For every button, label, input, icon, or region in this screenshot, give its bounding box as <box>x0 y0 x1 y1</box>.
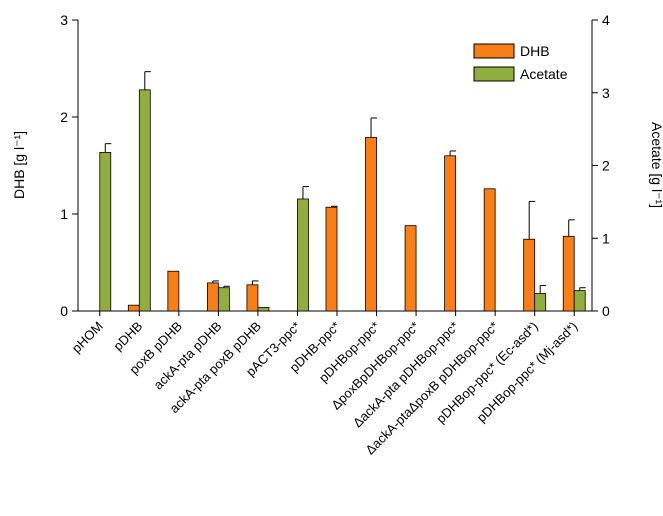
bar-dhb <box>483 188 496 312</box>
legend: DHB Acetate <box>473 43 568 82</box>
bar-dhb <box>444 155 457 312</box>
left-tick-label: 0 <box>60 303 68 319</box>
bar-acetate <box>573 290 586 312</box>
right-tick-label: 3 <box>602 85 610 101</box>
left-axis-title: DHB [g l⁻¹] <box>11 131 27 199</box>
bar-acetate <box>99 152 112 312</box>
right-axis-title: Acetate [g l⁻¹] <box>649 122 663 208</box>
legend-label-dhb: DHB <box>520 43 550 59</box>
category-label: ackA-pta pDHB <box>151 319 225 393</box>
right-tick-label: 2 <box>602 158 610 174</box>
right-tick-label: 0 <box>602 303 610 319</box>
legend-swatch-dhb <box>473 43 515 59</box>
bar-dhb <box>562 235 575 312</box>
bar-dhb <box>127 304 140 312</box>
bar-acetate <box>138 89 151 312</box>
legend-label-acetate: Acetate <box>520 66 568 82</box>
bar-acetate <box>257 306 270 312</box>
bar-dhb <box>523 238 536 312</box>
category-label: pDHB <box>110 319 145 354</box>
left-tick-label: 3 <box>60 12 68 28</box>
bar-acetate <box>534 293 547 312</box>
bar-acetate <box>297 198 309 312</box>
right-tick-label: 4 <box>602 12 610 28</box>
bar-dhb <box>404 225 417 312</box>
left-tick-label: 1 <box>60 206 68 222</box>
bar-dhb <box>206 282 219 312</box>
left-tick-label: 2 <box>60 109 68 125</box>
bar-dhb <box>365 136 377 312</box>
bar-dhb <box>325 206 338 312</box>
bar-dhb <box>246 284 259 312</box>
bar-acetate <box>217 287 230 312</box>
legend-swatch-acetate <box>473 66 515 82</box>
bar-dhb <box>167 270 180 312</box>
right-tick-label: 1 <box>602 230 610 246</box>
category-label: pHOM <box>69 319 106 356</box>
